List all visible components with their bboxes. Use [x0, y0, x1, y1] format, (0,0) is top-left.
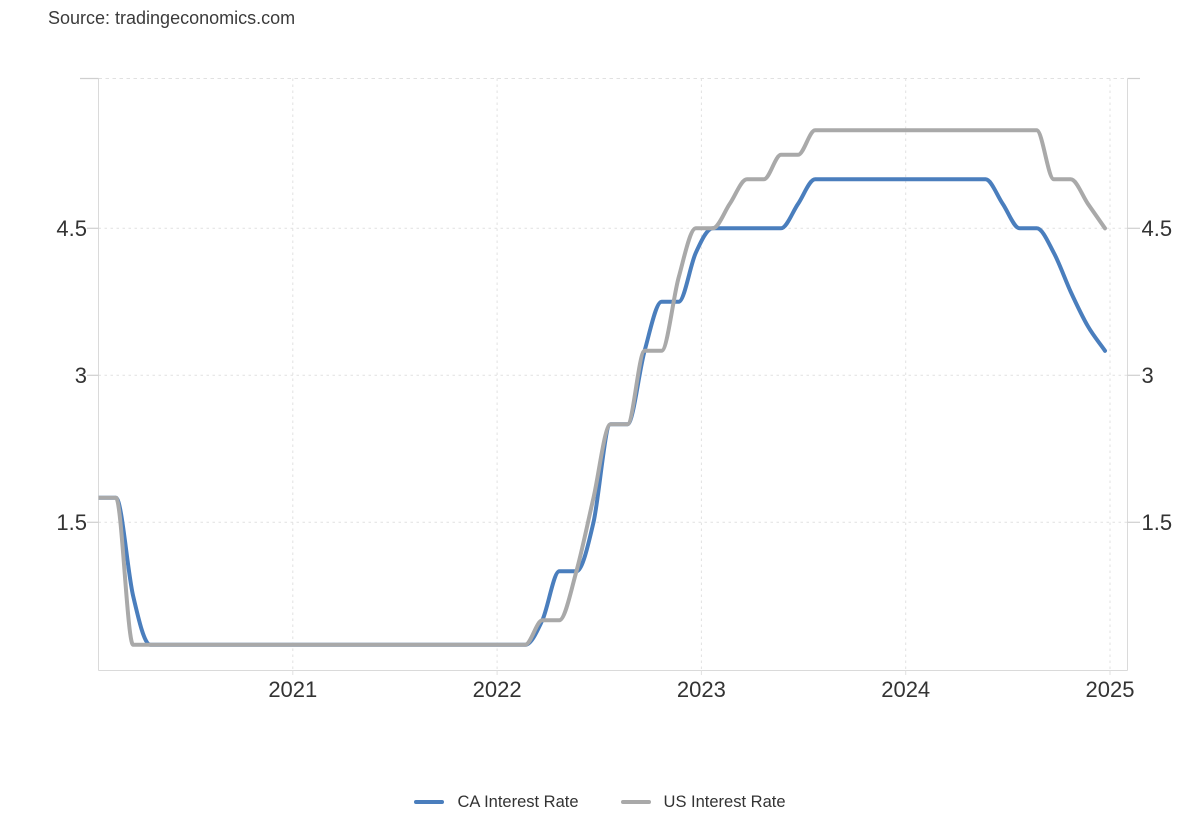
y-axis-label-left-1.5: 1.5: [56, 510, 87, 535]
y-axis-label-right-1.5: 1.5: [1142, 510, 1173, 535]
source-label: Source: tradingeconomics.com: [48, 8, 296, 28]
x-axis-label-2025: 2025: [1086, 677, 1135, 702]
x-axis-label-2024: 2024: [881, 677, 930, 702]
legend-label-ca: CA Interest Rate: [457, 792, 579, 811]
series-line-ca[interactable]: [98, 177, 1107, 647]
y-axis-label-right-3: 3: [1142, 363, 1154, 388]
y-axis-label-right-4.5: 4.5: [1142, 216, 1173, 241]
y-axis-label-left-3: 3: [75, 363, 87, 388]
legend-item-ca[interactable]: CA Interest Rate: [414, 792, 579, 812]
legend-label-us: US Interest Rate: [663, 792, 786, 811]
series-line-us[interactable]: [98, 128, 1107, 647]
chart-area[interactable]: 4.5 4.5 3 3 1.5 1.5 2021 2022 2023 2024 2025: [0, 0, 1200, 770]
chart-canvas[interactable]: 4.5 4.5 3 3 1.5 1.5 2021 2022 2023 2024 2025: [0, 0, 1200, 770]
x-axis-label-2021: 2021: [268, 677, 317, 702]
y-axis-label-left-4.5: 4.5: [56, 216, 87, 241]
legend-item-us[interactable]: US Interest Rate: [620, 792, 786, 812]
x-axis-label-2023: 2023: [677, 677, 726, 702]
chart-legend: CA Interest Rate US Interest Rate: [0, 792, 1200, 812]
x-axis-label-2022: 2022: [473, 677, 522, 702]
ca-line-swatch-icon: [414, 799, 445, 805]
us-line-swatch-icon: [620, 799, 651, 805]
